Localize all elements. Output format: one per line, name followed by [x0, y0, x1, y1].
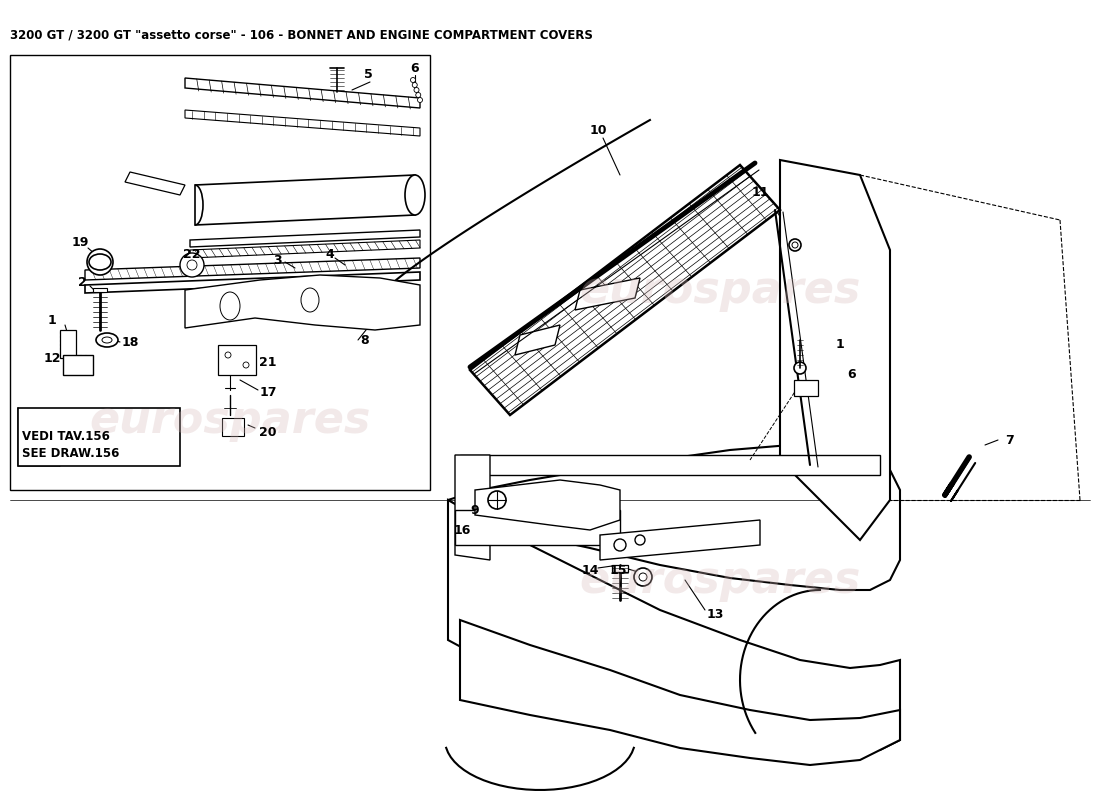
Polygon shape: [125, 172, 185, 195]
Text: 10: 10: [590, 123, 607, 137]
Circle shape: [614, 539, 626, 551]
Text: VEDI TAV.156: VEDI TAV.156: [22, 430, 110, 443]
Circle shape: [488, 491, 506, 509]
Polygon shape: [780, 160, 890, 540]
Text: 15: 15: [609, 563, 627, 577]
Bar: [794, 380, 818, 396]
Polygon shape: [575, 278, 640, 310]
Circle shape: [94, 256, 106, 268]
Polygon shape: [190, 240, 420, 258]
Polygon shape: [18, 408, 60, 466]
Text: 3200 GT / 3200 GT "assetto corse" - 106 - BONNET AND ENGINE COMPARTMENT COVERS: 3200 GT / 3200 GT "assetto corse" - 106 …: [10, 28, 593, 41]
Polygon shape: [470, 165, 780, 415]
Polygon shape: [455, 455, 490, 560]
Circle shape: [226, 352, 231, 358]
Text: 11: 11: [751, 186, 769, 198]
Polygon shape: [460, 455, 880, 475]
Text: 3: 3: [274, 254, 283, 266]
Text: eurospares: eurospares: [89, 398, 371, 442]
Circle shape: [180, 253, 204, 277]
Circle shape: [416, 93, 420, 98]
Text: 8: 8: [361, 334, 370, 346]
Text: 13: 13: [706, 609, 724, 622]
Polygon shape: [85, 258, 420, 280]
Polygon shape: [94, 288, 107, 292]
Text: 4: 4: [326, 249, 334, 262]
Circle shape: [794, 362, 806, 374]
Bar: [222, 418, 244, 436]
Text: eurospares: eurospares: [580, 269, 860, 311]
Polygon shape: [475, 480, 620, 530]
Ellipse shape: [89, 254, 111, 270]
Bar: [218, 345, 256, 375]
Circle shape: [243, 362, 249, 368]
Polygon shape: [18, 430, 60, 466]
Ellipse shape: [102, 337, 112, 343]
Polygon shape: [185, 78, 420, 108]
Ellipse shape: [301, 288, 319, 312]
Text: 19: 19: [72, 235, 89, 249]
Polygon shape: [185, 275, 420, 330]
Bar: [60, 330, 76, 358]
Circle shape: [187, 260, 197, 270]
Circle shape: [639, 573, 647, 581]
Polygon shape: [600, 520, 760, 560]
Circle shape: [789, 239, 801, 251]
Ellipse shape: [96, 333, 118, 347]
Text: 1: 1: [836, 338, 845, 351]
Bar: [10, 55, 430, 490]
Polygon shape: [448, 500, 900, 750]
Ellipse shape: [405, 175, 425, 215]
Text: eurospares: eurospares: [580, 558, 860, 602]
Text: SEE DRAW.156: SEE DRAW.156: [22, 447, 120, 460]
Polygon shape: [195, 175, 415, 225]
Circle shape: [418, 98, 422, 102]
Circle shape: [412, 82, 417, 87]
Ellipse shape: [220, 292, 240, 320]
Circle shape: [410, 78, 416, 82]
Polygon shape: [190, 230, 420, 247]
Circle shape: [792, 242, 798, 248]
Circle shape: [635, 535, 645, 545]
Polygon shape: [612, 565, 628, 572]
Text: 14: 14: [581, 563, 598, 577]
Text: 7: 7: [1005, 434, 1014, 446]
Polygon shape: [515, 325, 560, 355]
Bar: [18, 408, 180, 466]
Text: 18: 18: [121, 335, 139, 349]
Polygon shape: [448, 445, 900, 590]
Text: 1: 1: [47, 314, 56, 326]
Text: 20: 20: [260, 426, 277, 438]
Circle shape: [634, 568, 652, 586]
Text: 17: 17: [260, 386, 277, 398]
Text: 12: 12: [43, 351, 60, 365]
Text: 9: 9: [471, 503, 480, 517]
Polygon shape: [455, 510, 620, 545]
Circle shape: [87, 249, 113, 275]
Text: 21: 21: [260, 355, 277, 369]
Text: 16: 16: [453, 523, 471, 537]
Polygon shape: [460, 620, 900, 765]
Polygon shape: [185, 110, 420, 136]
Text: 2: 2: [78, 275, 87, 289]
Text: 6: 6: [410, 62, 419, 74]
Circle shape: [414, 87, 419, 93]
Text: 6: 6: [848, 369, 856, 382]
Bar: [63, 355, 94, 375]
Polygon shape: [85, 272, 420, 293]
Text: 22: 22: [184, 249, 200, 262]
Text: 5: 5: [364, 69, 373, 82]
